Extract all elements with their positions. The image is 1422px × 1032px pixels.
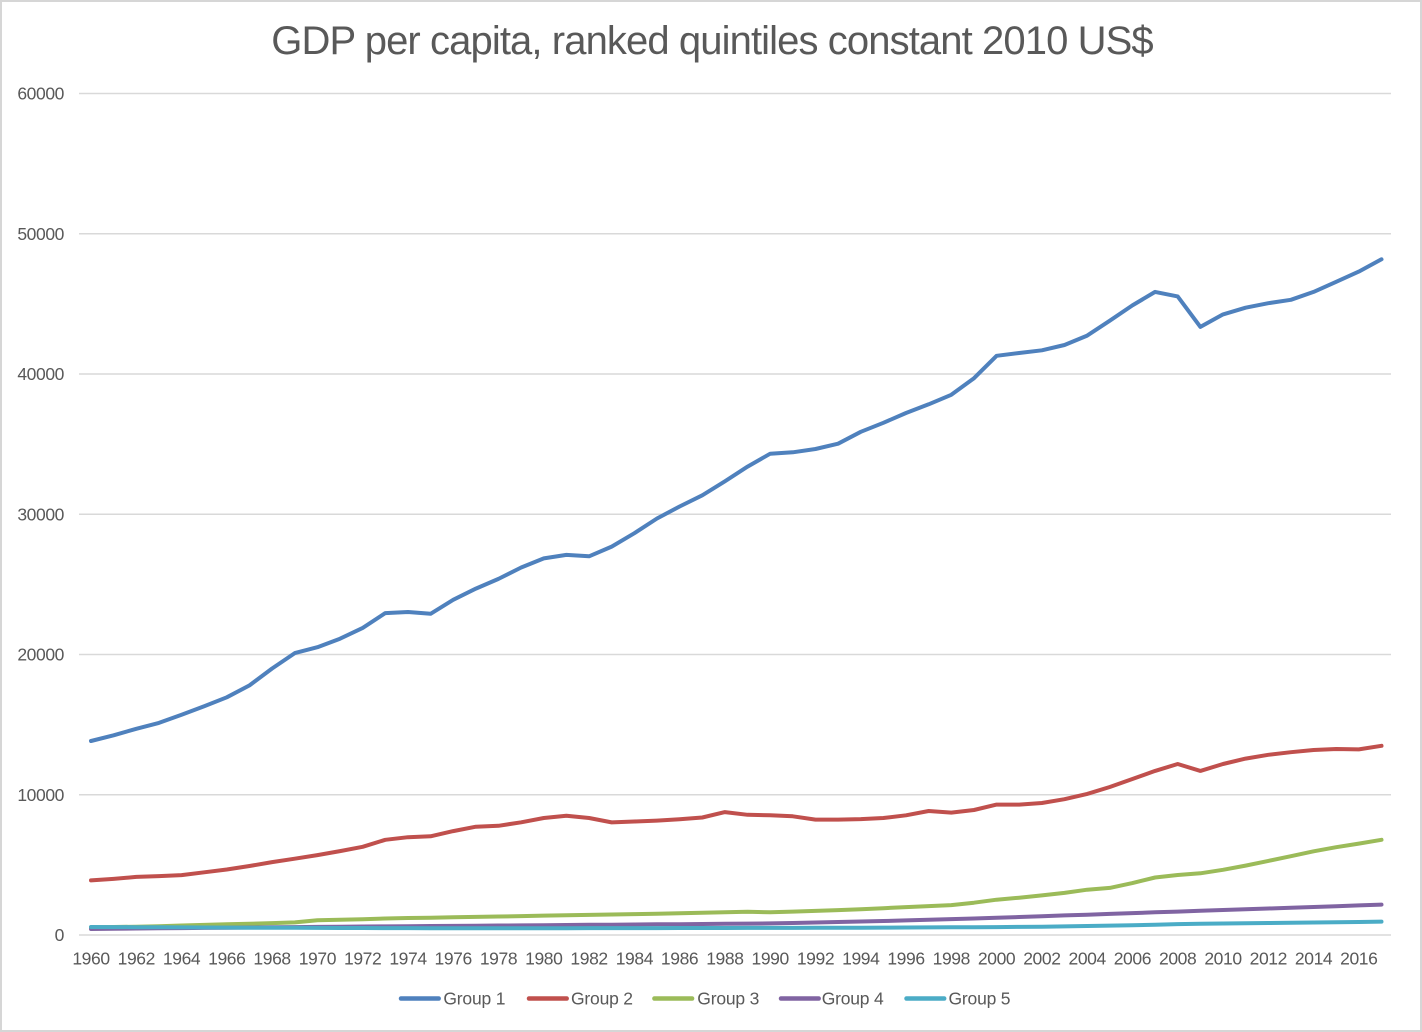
svg-text:1960: 1960 [72, 949, 110, 969]
svg-text:30000: 30000 [17, 505, 64, 525]
svg-text:1996: 1996 [887, 949, 924, 969]
svg-text:Group 5: Group 5 [949, 989, 1011, 1009]
svg-text:1980: 1980 [525, 949, 563, 969]
svg-text:1968: 1968 [253, 949, 290, 969]
svg-text:2012: 2012 [1250, 949, 1287, 969]
svg-text:Group 4: Group 4 [822, 989, 884, 1009]
svg-text:1984: 1984 [616, 949, 654, 969]
svg-text:10000: 10000 [17, 785, 64, 805]
svg-text:50000: 50000 [17, 224, 64, 244]
svg-text:Group 2: Group 2 [571, 989, 633, 1009]
svg-text:1992: 1992 [797, 949, 834, 969]
svg-text:GDP per capita, ranked quintil: GDP per capita, ranked quintiles constan… [271, 19, 1153, 63]
svg-text:1970: 1970 [299, 949, 337, 969]
svg-text:1972: 1972 [344, 949, 381, 969]
svg-text:2014: 2014 [1295, 949, 1333, 969]
svg-text:1990: 1990 [752, 949, 790, 969]
svg-text:1982: 1982 [570, 949, 607, 969]
svg-text:1966: 1966 [208, 949, 245, 969]
svg-text:1998: 1998 [933, 949, 970, 969]
svg-text:2016: 2016 [1340, 949, 1377, 969]
svg-text:60000: 60000 [17, 84, 64, 104]
svg-text:Group 1: Group 1 [443, 989, 505, 1009]
svg-text:1986: 1986 [661, 949, 698, 969]
svg-text:2010: 2010 [1204, 949, 1242, 969]
svg-text:1964: 1964 [163, 949, 201, 969]
svg-text:20000: 20000 [17, 645, 64, 665]
svg-text:1976: 1976 [435, 949, 472, 969]
svg-text:1994: 1994 [842, 949, 880, 969]
svg-text:1974: 1974 [389, 949, 427, 969]
svg-text:Group 3: Group 3 [697, 989, 759, 1009]
svg-text:1988: 1988 [706, 949, 743, 969]
svg-text:0: 0 [55, 925, 65, 945]
svg-text:2004: 2004 [1069, 949, 1107, 969]
svg-text:1978: 1978 [480, 949, 517, 969]
svg-text:1962: 1962 [118, 949, 155, 969]
svg-text:2006: 2006 [1114, 949, 1151, 969]
svg-text:2008: 2008 [1159, 949, 1196, 969]
svg-text:2000: 2000 [978, 949, 1016, 969]
svg-text:40000: 40000 [17, 364, 64, 384]
svg-text:2002: 2002 [1023, 949, 1060, 969]
